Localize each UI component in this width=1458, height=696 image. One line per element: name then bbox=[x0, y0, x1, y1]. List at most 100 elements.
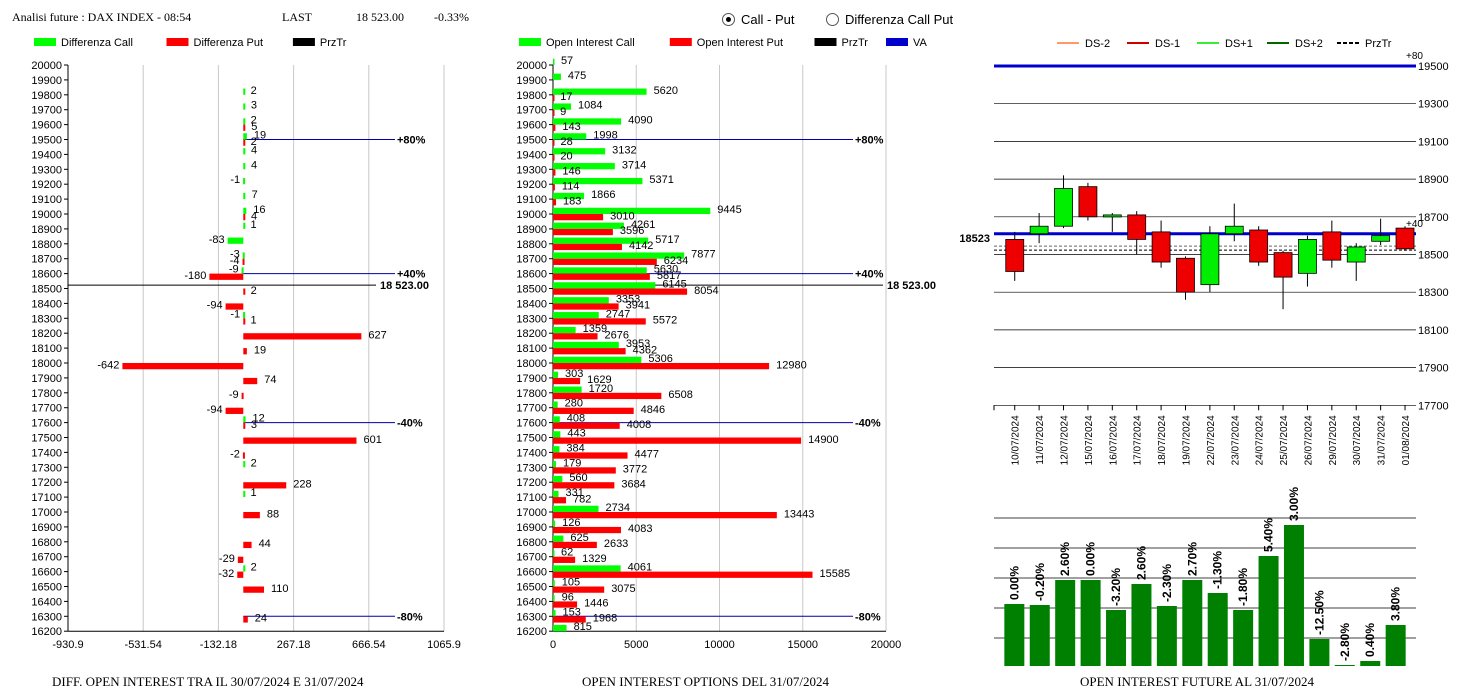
y-tick-label: 19900 bbox=[516, 75, 547, 87]
y-tick-label: 19100 bbox=[31, 194, 62, 206]
y-tick-label: 17900 bbox=[516, 373, 547, 385]
bar-put bbox=[553, 541, 597, 549]
bar-call bbox=[243, 207, 247, 214]
bar-call bbox=[227, 237, 244, 244]
bar-put bbox=[243, 512, 260, 519]
bar-label: 2 bbox=[251, 457, 257, 469]
bar-put bbox=[553, 497, 567, 504]
legend-swatch bbox=[292, 38, 315, 46]
candle-down bbox=[1322, 231, 1342, 261]
bar-put bbox=[225, 407, 244, 414]
bar-call bbox=[553, 267, 647, 274]
chart1-title: DIFF. OPEN INTEREST TRA IL 30/07/2024 E … bbox=[52, 674, 364, 689]
y-tick-label: 19200 bbox=[31, 179, 62, 191]
level-label: +40% bbox=[397, 269, 426, 281]
bar-label: 2676 bbox=[605, 329, 629, 341]
y-tick-label: 17200 bbox=[516, 477, 547, 489]
y-tick-label: 17000 bbox=[31, 507, 62, 519]
bar-label: 88 bbox=[267, 508, 279, 520]
x-tick-label: 19/07/2024 bbox=[1181, 415, 1192, 465]
x-tick-label: -531.54 bbox=[125, 639, 162, 651]
bar-label: -9 bbox=[229, 389, 239, 401]
candle-down bbox=[1273, 252, 1293, 278]
x-tick-label: 10000 bbox=[704, 639, 735, 651]
y-tick-label: 16200 bbox=[516, 626, 547, 638]
y-tick-label: 18500 bbox=[516, 284, 547, 296]
bar-put bbox=[553, 243, 622, 251]
bar-put bbox=[553, 556, 576, 563]
bar-call bbox=[553, 103, 572, 110]
va-label: +80 bbox=[1406, 51, 1423, 62]
bar-call bbox=[553, 282, 656, 289]
radio-call-put[interactable]: Call - Put bbox=[722, 12, 794, 27]
y-tick-label: 17600 bbox=[31, 418, 62, 430]
future-bar bbox=[1055, 580, 1076, 666]
bar-call bbox=[553, 58, 555, 65]
bar-label: 143 bbox=[562, 121, 580, 133]
bar-put bbox=[553, 363, 770, 370]
y-tick-label: 19100 bbox=[1418, 136, 1449, 148]
y-tick-label: 17700 bbox=[31, 403, 62, 415]
future-bar bbox=[1080, 580, 1101, 666]
future-bar-label: 2.60% bbox=[1058, 542, 1072, 576]
bar-label: 183 bbox=[563, 195, 581, 207]
candle-up bbox=[1346, 246, 1366, 263]
bar-label: -29 bbox=[219, 553, 235, 565]
bar-call bbox=[243, 103, 246, 110]
x-tick-label: 31/07/2024 bbox=[1377, 415, 1388, 465]
x-tick-label: 0 bbox=[550, 639, 556, 651]
radio-dot-icon bbox=[826, 13, 839, 26]
bar-label: 20 bbox=[560, 151, 572, 163]
radio-dot-icon bbox=[722, 13, 735, 26]
bar-put bbox=[243, 586, 265, 593]
bar-put bbox=[553, 303, 619, 310]
candle-up bbox=[1029, 225, 1049, 235]
y-tick-label: 18300 bbox=[1418, 287, 1449, 299]
bar-call bbox=[553, 118, 622, 125]
bar-label: 6508 bbox=[668, 389, 692, 401]
bar-label: 3714 bbox=[622, 159, 646, 171]
bar-call bbox=[553, 326, 576, 334]
bar-label: -94 bbox=[207, 404, 223, 416]
bar-label: 17 bbox=[560, 91, 572, 103]
y-tick-label: 17700 bbox=[516, 403, 547, 415]
bar-label: 4 bbox=[251, 144, 257, 156]
bar-put bbox=[553, 169, 556, 176]
bar-call bbox=[243, 133, 247, 140]
radio-diff-call-put[interactable]: Differenza Call Put bbox=[826, 12, 953, 27]
x-tick-label: 267.18 bbox=[277, 639, 311, 651]
bar-label: 6145 bbox=[662, 279, 686, 291]
y-tick-label: 16200 bbox=[31, 626, 62, 638]
bar-label: 2 bbox=[251, 285, 257, 297]
y-tick-label: 19500 bbox=[31, 135, 62, 147]
bar-label: 1720 bbox=[589, 383, 613, 395]
bar-label: -2 bbox=[230, 449, 240, 461]
bar-put bbox=[553, 333, 598, 340]
x-tick-label: 29/07/2024 bbox=[1328, 415, 1339, 465]
legend-label: Differenza Put bbox=[194, 37, 264, 49]
bar-put bbox=[242, 452, 245, 459]
future-bar bbox=[1004, 604, 1025, 666]
bar-call bbox=[553, 192, 585, 200]
future-bar bbox=[1029, 605, 1050, 666]
bar-label: 15585 bbox=[819, 568, 850, 580]
x-tick-label: 30/07/2024 bbox=[1352, 415, 1363, 465]
future-bar bbox=[1309, 639, 1330, 666]
y-tick-label: 17200 bbox=[31, 477, 62, 489]
y-tick-label: 16700 bbox=[516, 552, 547, 564]
future-bar bbox=[1283, 525, 1304, 666]
bar-call bbox=[243, 177, 246, 185]
bar-put bbox=[553, 348, 626, 355]
bar-label: 4362 bbox=[633, 344, 657, 356]
bar-label: 2747 bbox=[606, 308, 630, 320]
bar-label: 146 bbox=[562, 166, 580, 178]
legend-label: Open Interest Put bbox=[697, 37, 783, 49]
bar-label: 8054 bbox=[694, 285, 718, 297]
bar-call bbox=[553, 163, 615, 170]
y-tick-label: 17400 bbox=[516, 447, 547, 459]
y-tick-label: 18700 bbox=[1418, 212, 1449, 224]
bar-label: 1329 bbox=[582, 553, 606, 565]
y-tick-label: 19300 bbox=[31, 164, 62, 176]
candle-down bbox=[1249, 229, 1269, 263]
future-bar-label: 3.00% bbox=[1287, 487, 1301, 521]
